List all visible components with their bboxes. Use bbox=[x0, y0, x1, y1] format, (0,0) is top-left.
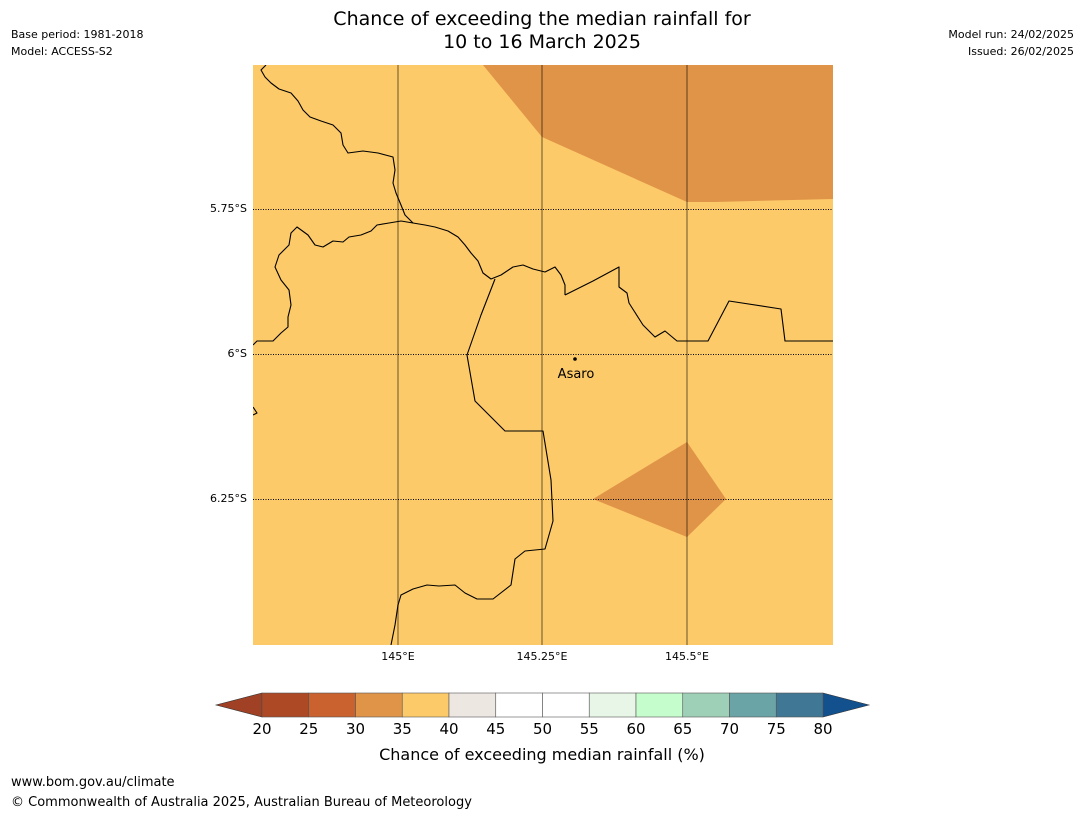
colorbar-segment bbox=[729, 692, 777, 718]
colorbar-segment bbox=[588, 692, 637, 718]
town-marker bbox=[573, 357, 577, 361]
colorbar-tick-label: 65 bbox=[673, 720, 693, 738]
colorbar-segment bbox=[261, 692, 310, 718]
colorbar-segment bbox=[308, 692, 356, 718]
colorbar bbox=[214, 692, 871, 718]
longitude-label-145: 145°E bbox=[381, 650, 415, 663]
colorbar-label: Chance of exceeding median rainfall (%) bbox=[379, 745, 705, 764]
colorbar-tick-label: 70 bbox=[719, 720, 740, 738]
colorbar-segment bbox=[635, 692, 684, 718]
colorbar-tick-label: 60 bbox=[626, 720, 646, 738]
colorbar-tick-label: 75 bbox=[766, 720, 786, 738]
longitude-label-145-5: 145.5°E bbox=[665, 650, 709, 663]
colorbar-tick-label: 80 bbox=[813, 720, 833, 738]
footer-copyright: © Commonwealth of Australia 2025, Austra… bbox=[11, 795, 472, 810]
boundary-central-east bbox=[564, 266, 833, 342]
colorbar-segment bbox=[401, 692, 450, 718]
latitude-label-6-25: 6.25°S bbox=[210, 492, 247, 505]
model-run-date: Model run: 24/02/2025 bbox=[948, 28, 1074, 41]
colorbar-tick-label: 35 bbox=[392, 720, 412, 738]
title-line-2: 10 to 16 March 2025 bbox=[443, 31, 641, 53]
boundary-northwest bbox=[260, 65, 414, 224]
boundary-central-north bbox=[253, 220, 566, 346]
below-median-region-south bbox=[593, 442, 726, 537]
colorbar-tick-label: 45 bbox=[486, 720, 506, 738]
colorbar-segment bbox=[542, 692, 590, 718]
footer-website[interactable]: www.bom.gov.au/climate bbox=[11, 775, 175, 790]
town-label: Asaro bbox=[558, 367, 595, 382]
boundary-west-edge bbox=[253, 406, 258, 416]
title-line-1: Chance of exceeding the median rainfall … bbox=[333, 8, 751, 30]
longitude-label-145-25: 145.25°E bbox=[516, 650, 568, 663]
base-period: Base period: 1981-2018 bbox=[11, 28, 144, 41]
meta-left: Base period: 1981-2018 Model: ACCESS-S2 bbox=[11, 26, 143, 60]
colorbar-tick-label: 40 bbox=[439, 720, 459, 738]
model-name: Model: ACCESS-S2 bbox=[11, 45, 113, 58]
colorbar-segment bbox=[775, 692, 824, 718]
issued-date: Issued: 26/02/2025 bbox=[967, 45, 1074, 58]
chart-title: Chance of exceeding the median rainfall … bbox=[242, 8, 842, 54]
colorbar-over-arrow bbox=[822, 692, 871, 718]
colorbar-segment bbox=[355, 692, 403, 718]
colorbar-segment bbox=[495, 692, 543, 718]
latitude-label-6: 6°S bbox=[227, 347, 247, 360]
boundary-central-west bbox=[390, 278, 554, 645]
colorbar-under-arrow bbox=[214, 692, 263, 718]
colorbar-tick-label: 25 bbox=[299, 720, 319, 738]
below-median-region-north bbox=[483, 65, 833, 202]
latitude-label-5-75: 5.75°S bbox=[210, 202, 247, 215]
colorbar-segment bbox=[682, 692, 730, 718]
colorbar-tick-label: 50 bbox=[532, 720, 553, 738]
meta-right: Model run: 24/02/2025 Issued: 26/02/2025 bbox=[948, 26, 1074, 60]
colorbar-tick-label: 55 bbox=[579, 720, 599, 738]
forecast-map: Asaro bbox=[253, 65, 833, 645]
colorbar-tick-label: 30 bbox=[345, 720, 366, 738]
colorbar-segment bbox=[448, 692, 497, 718]
colorbar-tick-label: 20 bbox=[252, 720, 272, 738]
